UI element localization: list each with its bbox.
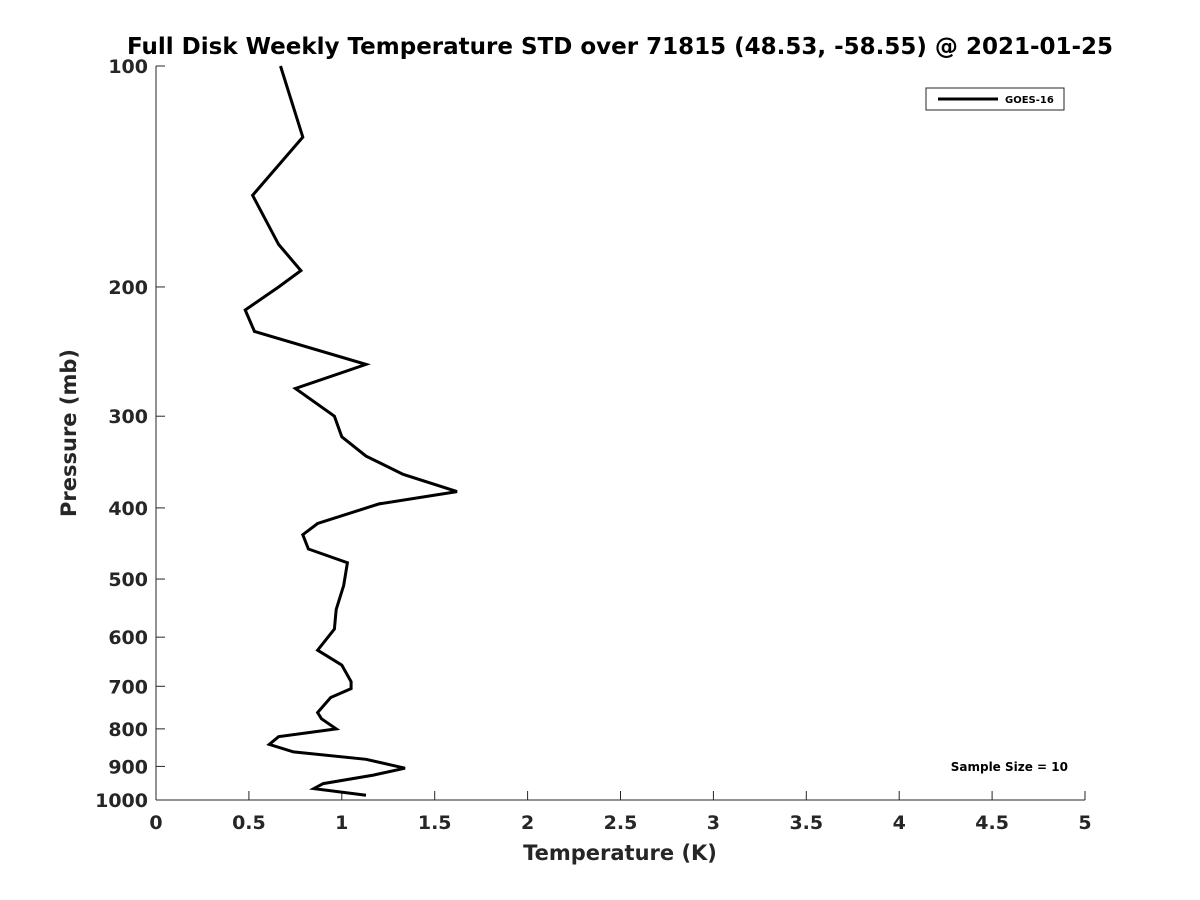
y-tick-label: 1000	[95, 790, 148, 812]
y-axis-label: Pressure (mb)	[57, 349, 81, 517]
x-tick-label: 3.5	[789, 812, 823, 834]
y-tick-label: 900	[108, 756, 148, 778]
y-ticks: 100 200 300 400 500 600 700 800 900 1000	[95, 56, 165, 812]
y-tick-label: 500	[108, 569, 148, 591]
y-tick-label: 300	[108, 406, 148, 428]
x-tick-label: 5	[1078, 812, 1091, 834]
x-tick-label: 4.5	[975, 812, 1009, 834]
y-tick-label: 600	[108, 627, 148, 649]
x-tick-label: 1	[335, 812, 348, 834]
y-tick-label: 100	[108, 56, 148, 78]
x-tick-label: 3	[707, 812, 720, 834]
y-tick-label: 800	[108, 719, 148, 741]
x-tick-label: 0.5	[232, 812, 266, 834]
chart-title: Full Disk Weekly Temperature STD over 71…	[127, 34, 1113, 60]
y-tick-label: 400	[108, 498, 148, 520]
legend-entry-goes-16: GOES-16	[1005, 95, 1054, 106]
x-axis-label: Temperature (K)	[523, 841, 717, 865]
x-tick-label: 4	[893, 812, 906, 834]
series-layer	[243, 65, 458, 797]
axes	[155, 66, 1085, 801]
x-ticks: 0 0.5 1 1.5 2 2.5 3 3.5 4 4.5 5	[149, 791, 1092, 834]
y-tick-label: 200	[108, 277, 148, 299]
x-tick-label: 2.5	[604, 812, 638, 834]
y-tick-label: 700	[108, 676, 148, 698]
x-tick-label: 2	[521, 812, 534, 834]
legend: GOES-16	[925, 87, 1065, 111]
x-tick-label: 1.5	[418, 812, 452, 834]
x-tick-label: 0	[149, 812, 162, 834]
sample-size-annotation: Sample Size = 10	[951, 760, 1068, 774]
series-line-goes-16	[243, 65, 458, 797]
